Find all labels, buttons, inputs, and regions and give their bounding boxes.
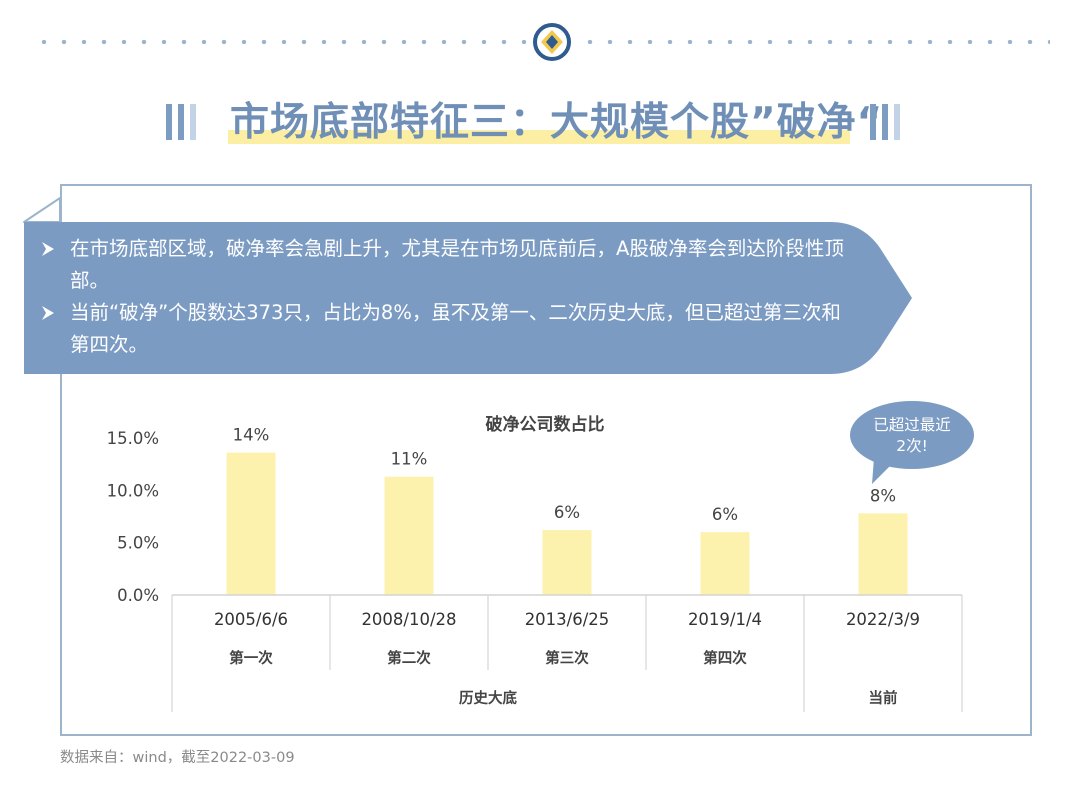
page-title: 市场底部特征三：大规模个股”破净“ [230, 100, 884, 145]
callout-bullets: 在市场底部区域，破净率会急剧上升，尤其是在市场见底前后，A股破净率会到达阶段性顶… [36, 233, 856, 361]
title-section: 市场底部特征三：大规模个股”破净“ [0, 98, 1080, 150]
bar [700, 532, 750, 595]
x-tick-label: 2005/6/6 [214, 610, 288, 629]
bullet-text-2: 当前“破净”个股数达373只，占比为8%，虽不及第一、二次历史大底，但已超过第三… [70, 301, 841, 356]
content-frame [60, 184, 1032, 736]
y-tick-label: 10.0% [107, 481, 159, 500]
dotted-divider-right [580, 40, 1050, 44]
group-label: 当前 [869, 689, 898, 707]
bar [858, 513, 908, 595]
diamond-ring-logo-icon [533, 23, 571, 61]
title-highlight [228, 130, 850, 144]
bar [384, 476, 434, 595]
y-tick-label: 0.0% [117, 586, 159, 605]
title-bars-left [166, 104, 196, 140]
x-tick-label: 2008/10/28 [361, 610, 456, 629]
annotation-bubble-tail [872, 458, 890, 484]
x-tick-label: 2013/6/25 [525, 610, 610, 629]
y-tick-label: 5.0% [117, 534, 159, 553]
dotted-divider-left [34, 40, 528, 44]
annotation-bubble [850, 401, 974, 469]
bullet-text-1: 在市场底部区域，破净率会急剧上升，尤其是在市场见底前后，A股破净率会到达阶段性顶… [70, 237, 844, 292]
y-tick-label: 15.0% [107, 429, 159, 448]
x-sub-label: 第四次 [703, 649, 747, 667]
bullet-item-1: 在市场底部区域，破净率会急剧上升，尤其是在市场见底前后，A股破净率会到达阶段性顶… [36, 233, 856, 297]
chart-title: 破净公司数占比 [486, 414, 605, 435]
bullet-item-2: 当前“破净”个股数达373只，占比为8%，虽不及第一、二次历史大底，但已超过第三… [36, 297, 856, 361]
data-label: 6% [554, 503, 580, 522]
x-sub-label: 第一次 [229, 649, 273, 667]
chevron-right-icon [42, 242, 54, 256]
chevron-right-icon [42, 306, 54, 320]
bar [226, 452, 276, 595]
data-label: 6% [712, 505, 738, 524]
x-sub-label: 第二次 [387, 649, 431, 667]
group-label: 历史大底 [459, 689, 517, 707]
data-source-note: 数据来自：wind，截至2022-03-09 [60, 750, 295, 766]
data-label: 11% [391, 450, 428, 469]
x-tick-label: 2019/1/4 [688, 610, 762, 629]
bar [542, 530, 592, 595]
annotation-text: 2次! [896, 437, 928, 455]
data-label: 14% [233, 426, 270, 445]
title-bars-right [870, 104, 900, 140]
x-sub-label: 第三次 [545, 649, 589, 667]
data-label: 8% [870, 486, 896, 505]
annotation-text: 已超过最近 [873, 416, 951, 434]
x-tick-label: 2022/3/9 [846, 610, 920, 629]
